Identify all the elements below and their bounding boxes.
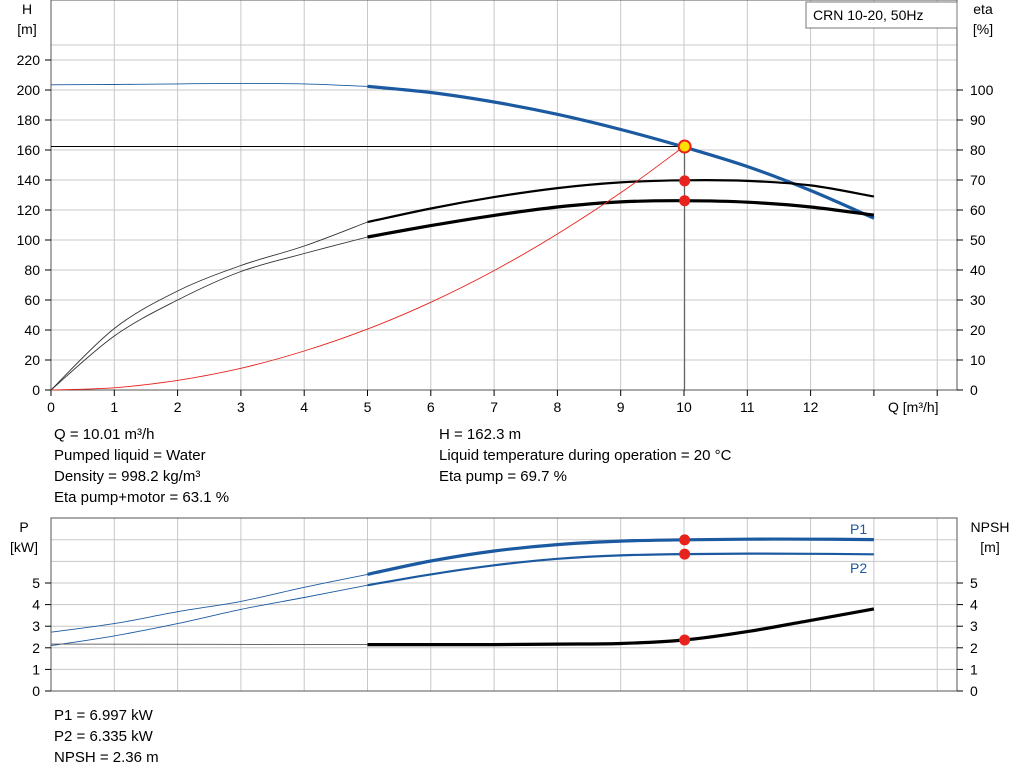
y-right-tick-label: 10 xyxy=(970,352,986,368)
y-left-tick-label: 1 xyxy=(32,661,40,677)
y-left-tick-label: 220 xyxy=(17,52,41,68)
p1-curve xyxy=(367,537,874,576)
x-tick-label: 11 xyxy=(740,399,755,415)
y-left-unit: [m] xyxy=(17,21,36,37)
x-tick-label: 8 xyxy=(554,399,562,415)
y-right-tick-label: 40 xyxy=(970,262,986,278)
y-right-tick-label: 80 xyxy=(970,142,986,158)
info-head: H = 162.3 m xyxy=(439,426,522,443)
x-tick-label: 12 xyxy=(803,399,819,415)
op-marker-p1 xyxy=(679,534,691,546)
x-tick-label: 1 xyxy=(110,399,118,415)
op-marker-eta-total xyxy=(679,195,691,207)
y-left-tick-label: 20 xyxy=(24,352,40,368)
y-left-tick-label: 200 xyxy=(17,82,41,98)
y-right-title: NPSH xyxy=(971,519,1010,535)
p2-curve xyxy=(367,552,874,587)
y-left-tick-label: 160 xyxy=(17,142,41,158)
y-right-unit: [%] xyxy=(973,21,993,37)
x-tick-label: 10 xyxy=(676,399,692,415)
y-right-tick-label: 90 xyxy=(970,112,986,128)
x-tick-label: 9 xyxy=(617,399,625,415)
info-flow: Q = 10.01 m³/h xyxy=(54,426,155,443)
info-p2: P2 = 6.335 kW xyxy=(54,728,153,745)
y-right-tick-label: 0 xyxy=(970,683,978,699)
series-label-p1: P1 xyxy=(850,521,867,537)
y-right-tick-label: 0 xyxy=(970,382,978,398)
info-block-bottom: P1 = 6.997 kW P2 = 6.335 kW NPSH = 2.36 … xyxy=(54,705,159,768)
info-eta-pump-motor: Eta pump+motor = 63.1 % xyxy=(54,489,230,506)
info-npsh: NPSH = 2.36 m xyxy=(54,749,159,766)
y-right-tick-label: 60 xyxy=(970,202,986,218)
y-left-tick-label: 0 xyxy=(32,382,40,398)
title-box xyxy=(805,1,958,29)
npsh-curve xyxy=(367,607,875,647)
op-marker-eta-pump xyxy=(679,175,691,187)
info-p1: P1 = 6.997 kW xyxy=(54,707,153,724)
info-eta-pump: Eta pump = 69.7 % xyxy=(439,468,567,485)
x-axis-label: Q [m³/h] xyxy=(888,399,939,415)
x-tick-label: 5 xyxy=(364,399,372,415)
y-right-tick-label: 100 xyxy=(970,82,994,98)
p2-curve-thin xyxy=(50,584,368,647)
y-left-tick-label: 60 xyxy=(24,292,40,308)
y-left-tick-label: 140 xyxy=(17,172,41,188)
info-block-left: Q = 10.01 m³/h Pumped liquid = Water Den… xyxy=(54,424,229,508)
y-right-tick-label: 50 xyxy=(970,232,986,248)
y-left-title: H xyxy=(22,1,32,17)
y-right-tick-label: 2 xyxy=(970,640,978,656)
info-temperature: Liquid temperature during operation = 20… xyxy=(439,447,732,464)
y-left-tick-label: 2 xyxy=(32,640,40,656)
x-tick-label: 4 xyxy=(300,399,308,415)
head-chart-panel: 0204060801001201401601802002200102030405… xyxy=(17,0,994,415)
y-left-unit: [kW] xyxy=(10,539,38,555)
y-left-title: P xyxy=(19,519,28,535)
x-tick-label: 3 xyxy=(237,399,245,415)
eta-pump-curve-thin xyxy=(50,221,368,391)
x-tick-label: 2 xyxy=(174,399,182,415)
y-left-tick-label: 40 xyxy=(24,322,40,338)
chart-title: CRN 10-20, 50Hz xyxy=(813,7,924,23)
y-right-unit: [m] xyxy=(980,539,999,555)
info-block-right: H = 162.3 m Liquid temperature during op… xyxy=(439,424,731,487)
y-right-tick-label: 70 xyxy=(970,172,986,188)
y-left-tick-label: 120 xyxy=(17,202,41,218)
power-chart-panel: 0 1 2 3 4 5 0 1 2 3 4 5 P [kW] NPSH [m] P1 P2 xyxy=(10,517,1010,699)
plot-frame-top xyxy=(50,0,958,391)
y-right-title: eta xyxy=(973,1,993,17)
y-left-tick-label: 0 xyxy=(32,683,40,699)
y-left-tick-label: 80 xyxy=(24,262,40,278)
y-left-tick-label: 4 xyxy=(32,597,40,613)
x-tick-label: 0 xyxy=(47,399,55,415)
grid-bottom xyxy=(50,518,958,692)
y-left-tick-label: 180 xyxy=(17,112,41,128)
y-right-tick-label: 3 xyxy=(970,618,978,634)
y-right-tick-label: 5 xyxy=(970,575,978,591)
system-curve xyxy=(50,142,690,391)
eta-pump-curve xyxy=(367,179,875,224)
x-tick-label: 7 xyxy=(490,399,498,415)
y-right-tick-label: 1 xyxy=(970,661,978,677)
y-left-tick-label: 100 xyxy=(17,232,41,248)
y-right-tick-label: 20 xyxy=(970,322,986,338)
series-label-p2: P2 xyxy=(850,560,867,576)
info-liquid: Pumped liquid = Water xyxy=(54,447,206,464)
npsh-curve-thin xyxy=(50,643,368,646)
y-left-tick-label: 3 xyxy=(32,618,40,634)
eta-total-curve xyxy=(367,199,875,239)
y-right-tick-label: 30 xyxy=(970,292,986,308)
y-left-tick-label: 5 xyxy=(32,575,40,591)
head-curve-thin xyxy=(50,82,368,87)
op-marker-p2 xyxy=(679,548,691,560)
op-marker-npsh xyxy=(679,634,691,646)
op-marker-head xyxy=(677,139,692,154)
info-density: Density = 998.2 kg/m³ xyxy=(54,468,201,485)
y-right-tick-label: 4 xyxy=(970,597,978,613)
eta-total-curve-thin xyxy=(50,236,368,391)
p1-curve-thin xyxy=(50,573,368,633)
x-tick-label: 6 xyxy=(427,399,435,415)
